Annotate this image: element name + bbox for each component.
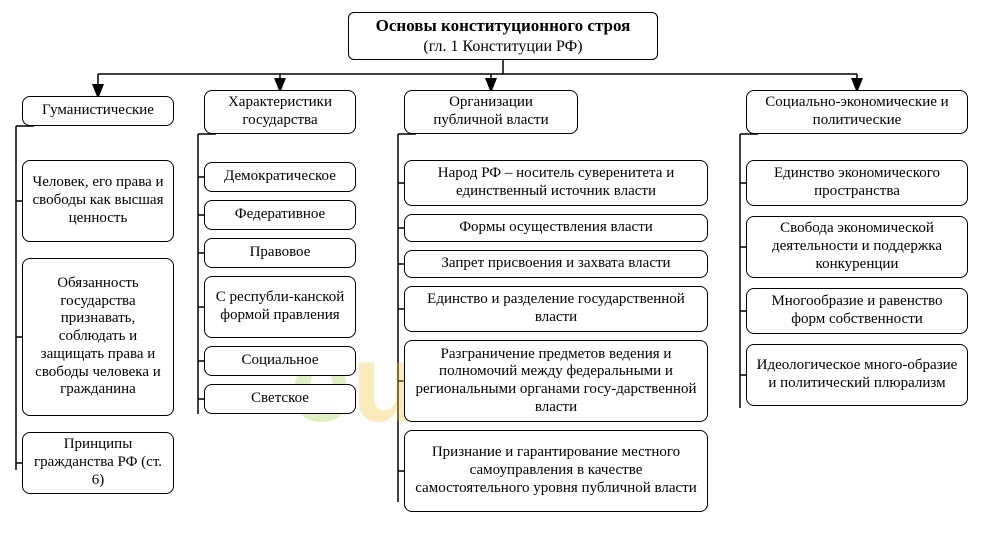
root-title: Основы конституционного строя xyxy=(376,16,631,35)
col2-item-1: Формы осуществления власти xyxy=(404,214,708,242)
column-header-3: Социально-экономические и политические xyxy=(746,90,968,134)
col1-item-0: Демократическое xyxy=(204,162,356,192)
col3-item-3: Идеологическое много-образие и политичес… xyxy=(746,344,968,406)
col2-item-0: Народ РФ – носитель суверенитета и единс… xyxy=(404,160,708,206)
col3-item-1: Свобода экономической деятельности и под… xyxy=(746,216,968,278)
col2-item-3: Единство и разделение государственной вл… xyxy=(404,286,708,332)
col0-item-1: Обязанность государства признавать, собл… xyxy=(22,258,174,416)
root-subtitle: (гл. 1 Конституции РФ) xyxy=(423,38,582,55)
column-header-2: Организации публичной власти xyxy=(404,90,578,134)
col2-item-4: Разграничение предметов ведения и полном… xyxy=(404,340,708,422)
column-header-1: Характеристики государства xyxy=(204,90,356,134)
col1-item-3: С республи-канской формой правления xyxy=(204,276,356,338)
col3-item-0: Единство экономического пространства xyxy=(746,160,968,206)
col0-item-2: Принципы гражданства РФ (ст. 6) xyxy=(22,432,174,494)
col1-item-5: Светское xyxy=(204,384,356,414)
column-header-0: Гуманистические xyxy=(22,96,174,126)
root-node: Основы конституционного строя (гл. 1 Конс… xyxy=(348,12,658,60)
col1-item-4: Социальное xyxy=(204,346,356,376)
col0-item-0: Человек, его права и свободы как высшая … xyxy=(22,160,174,242)
col2-item-5: Признание и гарантирование местного само… xyxy=(404,430,708,512)
col3-item-2: Многообразие и равенство форм собственно… xyxy=(746,288,968,334)
col2-item-2: Запрет присвоения и захвата власти xyxy=(404,250,708,278)
col1-item-1: Федеративное xyxy=(204,200,356,230)
col1-item-2: Правовое xyxy=(204,238,356,268)
